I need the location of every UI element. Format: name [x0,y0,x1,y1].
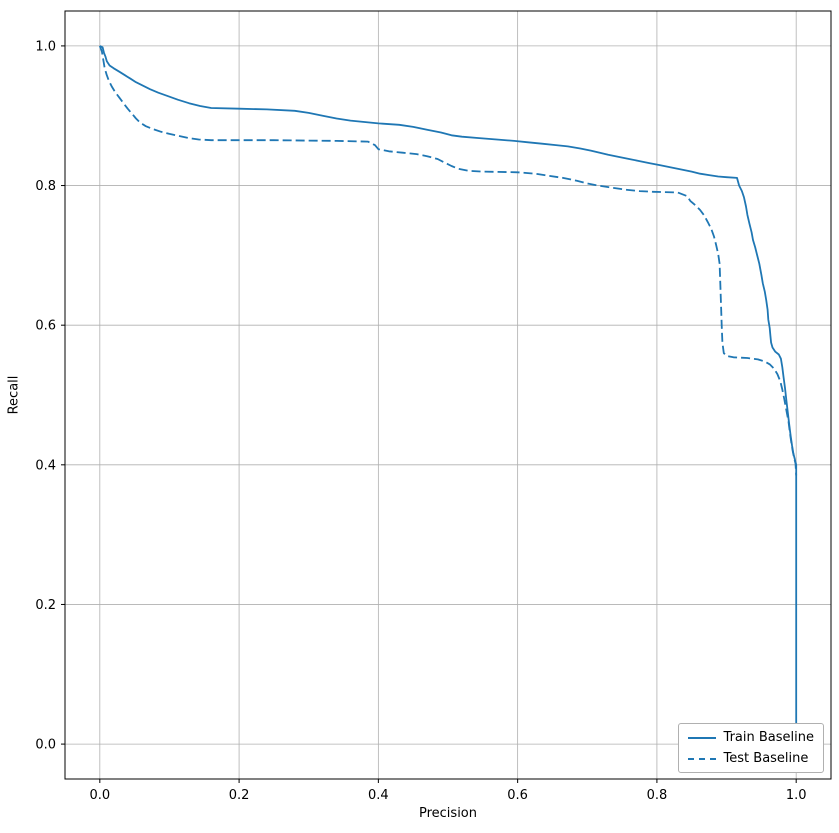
train-line-sample-icon [687,736,716,739]
legend-label-test: Test Baseline [723,751,809,766]
legend: Train Baseline Test Baseline [677,723,824,773]
svg-text:0.4: 0.4 [35,458,56,473]
svg-text:1.0: 1.0 [786,788,807,803]
svg-text:0.4: 0.4 [368,788,389,803]
svg-text:0.6: 0.6 [507,788,528,803]
svg-text:0.2: 0.2 [229,788,250,803]
test-line-sample-icon [687,757,716,760]
legend-label-train: Train Baseline [723,730,814,745]
svg-text:0.2: 0.2 [35,598,56,613]
legend-entry-test: Test Baseline [687,751,814,766]
x-axis-label: Precision [418,806,478,821]
svg-text:0.8: 0.8 [35,179,56,194]
svg-text:0.6: 0.6 [35,319,56,334]
svg-text:0.0: 0.0 [35,738,56,753]
y-axis-label: Recall [6,375,22,415]
legend-entry-train: Train Baseline [687,730,814,745]
svg-text:0.8: 0.8 [647,788,668,803]
svg-text:0.0: 0.0 [89,788,110,803]
svg-text:1.0: 1.0 [35,39,56,54]
